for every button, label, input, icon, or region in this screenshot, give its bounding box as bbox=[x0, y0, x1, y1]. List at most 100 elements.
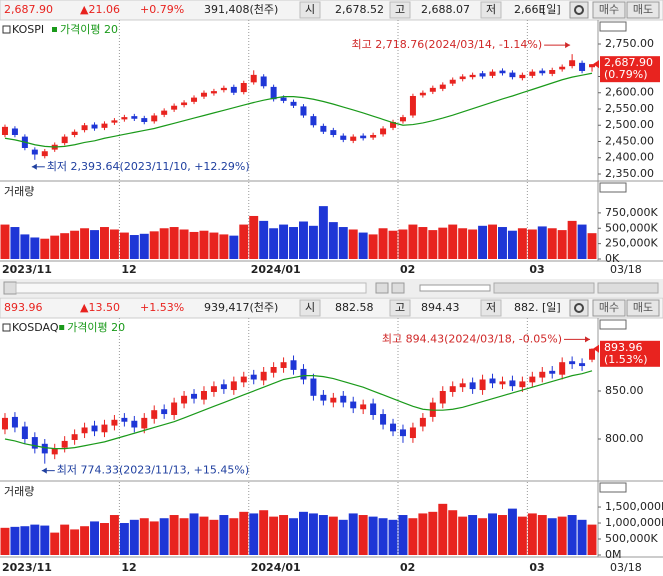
candle-body bbox=[589, 64, 596, 68]
volume-bar bbox=[388, 230, 398, 259]
candle-body bbox=[469, 74, 476, 78]
y-tick-label: 0M bbox=[605, 548, 622, 561]
candle-body bbox=[459, 383, 466, 388]
volume-bar bbox=[139, 233, 149, 259]
candle-body bbox=[320, 394, 327, 401]
volume-bar bbox=[498, 227, 507, 259]
sell-label[interactable]: 매도 bbox=[633, 3, 653, 16]
candle-body bbox=[300, 106, 307, 116]
candle-body bbox=[141, 417, 148, 429]
candle-body bbox=[330, 130, 337, 135]
zoom-buttons[interactable] bbox=[597, 282, 659, 294]
volume-bar bbox=[90, 521, 99, 555]
candle-body bbox=[350, 401, 357, 409]
high-arrowhead bbox=[585, 336, 591, 343]
sell-label[interactable]: 매도 bbox=[633, 301, 653, 314]
moving-average-line bbox=[4, 72, 593, 148]
legend-swatch bbox=[52, 27, 57, 32]
zoom-slider[interactable] bbox=[419, 284, 491, 292]
volume-bar bbox=[20, 526, 30, 555]
header-change: ▲21.06 bbox=[80, 3, 120, 16]
volume-bar bbox=[129, 519, 139, 555]
current-date: 03/18 bbox=[610, 263, 642, 276]
settings-button[interactable] bbox=[569, 1, 589, 19]
scroll-left[interactable] bbox=[3, 281, 17, 295]
buy-button[interactable] bbox=[592, 1, 626, 19]
lir-buttons[interactable] bbox=[599, 482, 627, 493]
volume-bar bbox=[348, 513, 358, 555]
volume-bar bbox=[418, 513, 428, 555]
candle-body bbox=[300, 368, 307, 380]
volume-bar bbox=[567, 220, 577, 259]
legend-label: 가격이평 20 bbox=[67, 321, 125, 334]
candle-body bbox=[539, 70, 546, 74]
volume-bar bbox=[109, 229, 119, 259]
last-price: 893.96 bbox=[604, 341, 643, 354]
candle-body bbox=[240, 82, 247, 93]
candle-body bbox=[310, 116, 317, 126]
candle-body bbox=[1, 126, 8, 135]
candle-body bbox=[429, 87, 436, 92]
header-label-box bbox=[480, 299, 502, 317]
volume-bar bbox=[577, 224, 587, 259]
candle-body bbox=[151, 115, 158, 122]
candle-body bbox=[91, 425, 98, 432]
volume-bar bbox=[507, 508, 517, 555]
low-annotation: 최저 2,393.64(2023/11/10, +12.29%) bbox=[47, 160, 250, 173]
volume-bar bbox=[448, 510, 458, 555]
volume-bar bbox=[478, 518, 488, 555]
volume-bar bbox=[458, 516, 468, 555]
high-annotation: 최고 894.43(2024/03/18, -0.05%) bbox=[382, 332, 562, 345]
candle-body bbox=[111, 120, 118, 123]
volume-bar bbox=[249, 513, 259, 555]
first-button[interactable] bbox=[375, 282, 389, 294]
candle-body bbox=[111, 419, 118, 426]
candle-body bbox=[290, 101, 297, 106]
volume-bar bbox=[129, 235, 139, 259]
sell-button[interactable] bbox=[626, 299, 660, 317]
candle-body bbox=[479, 73, 486, 77]
candle-body bbox=[200, 391, 207, 400]
candle-body bbox=[539, 371, 546, 378]
lir-buttons[interactable] bbox=[599, 319, 627, 330]
buy-label[interactable]: 매수 bbox=[599, 301, 619, 314]
candle-body bbox=[230, 86, 237, 93]
candle-body bbox=[489, 71, 496, 76]
candle-body bbox=[559, 66, 566, 70]
candle-body bbox=[41, 443, 48, 454]
candle-body bbox=[131, 420, 138, 428]
y-tick-label: 2,600.00 bbox=[605, 86, 654, 99]
buy-button[interactable] bbox=[592, 299, 626, 317]
candle-body bbox=[449, 79, 456, 84]
volume-bar bbox=[587, 524, 597, 555]
play-button[interactable] bbox=[391, 282, 405, 294]
volume-bar bbox=[40, 238, 50, 259]
candle-body bbox=[121, 417, 128, 422]
legend-swatch bbox=[59, 325, 65, 330]
volume-bar bbox=[527, 513, 537, 555]
tool-buttons[interactable] bbox=[493, 282, 595, 294]
sell-button[interactable] bbox=[626, 1, 660, 19]
volume-bar bbox=[299, 511, 308, 555]
lir-buttons[interactable] bbox=[599, 182, 627, 193]
candle-body bbox=[51, 448, 58, 455]
volume-bar bbox=[209, 519, 219, 555]
settings-button[interactable] bbox=[569, 299, 589, 317]
volume-bar bbox=[478, 225, 488, 259]
candle-body bbox=[11, 128, 18, 135]
low-arrowhead bbox=[31, 163, 37, 170]
candle-body bbox=[1, 417, 8, 430]
scroll-track[interactable] bbox=[15, 282, 367, 294]
header-label-box bbox=[480, 1, 502, 19]
volume-bar bbox=[119, 523, 129, 555]
volume-bar bbox=[50, 532, 60, 555]
settings-icon bbox=[574, 5, 584, 15]
buy-label[interactable]: 매수 bbox=[599, 3, 619, 16]
lir-buttons[interactable] bbox=[599, 21, 627, 32]
volume-bar bbox=[547, 518, 557, 555]
candle-body bbox=[21, 426, 28, 440]
volume-bar bbox=[488, 224, 497, 259]
x-tick-label: 2023/11 bbox=[2, 263, 52, 276]
volume-bar bbox=[358, 515, 368, 555]
y-tick-label: 2,450.00 bbox=[605, 134, 654, 147]
